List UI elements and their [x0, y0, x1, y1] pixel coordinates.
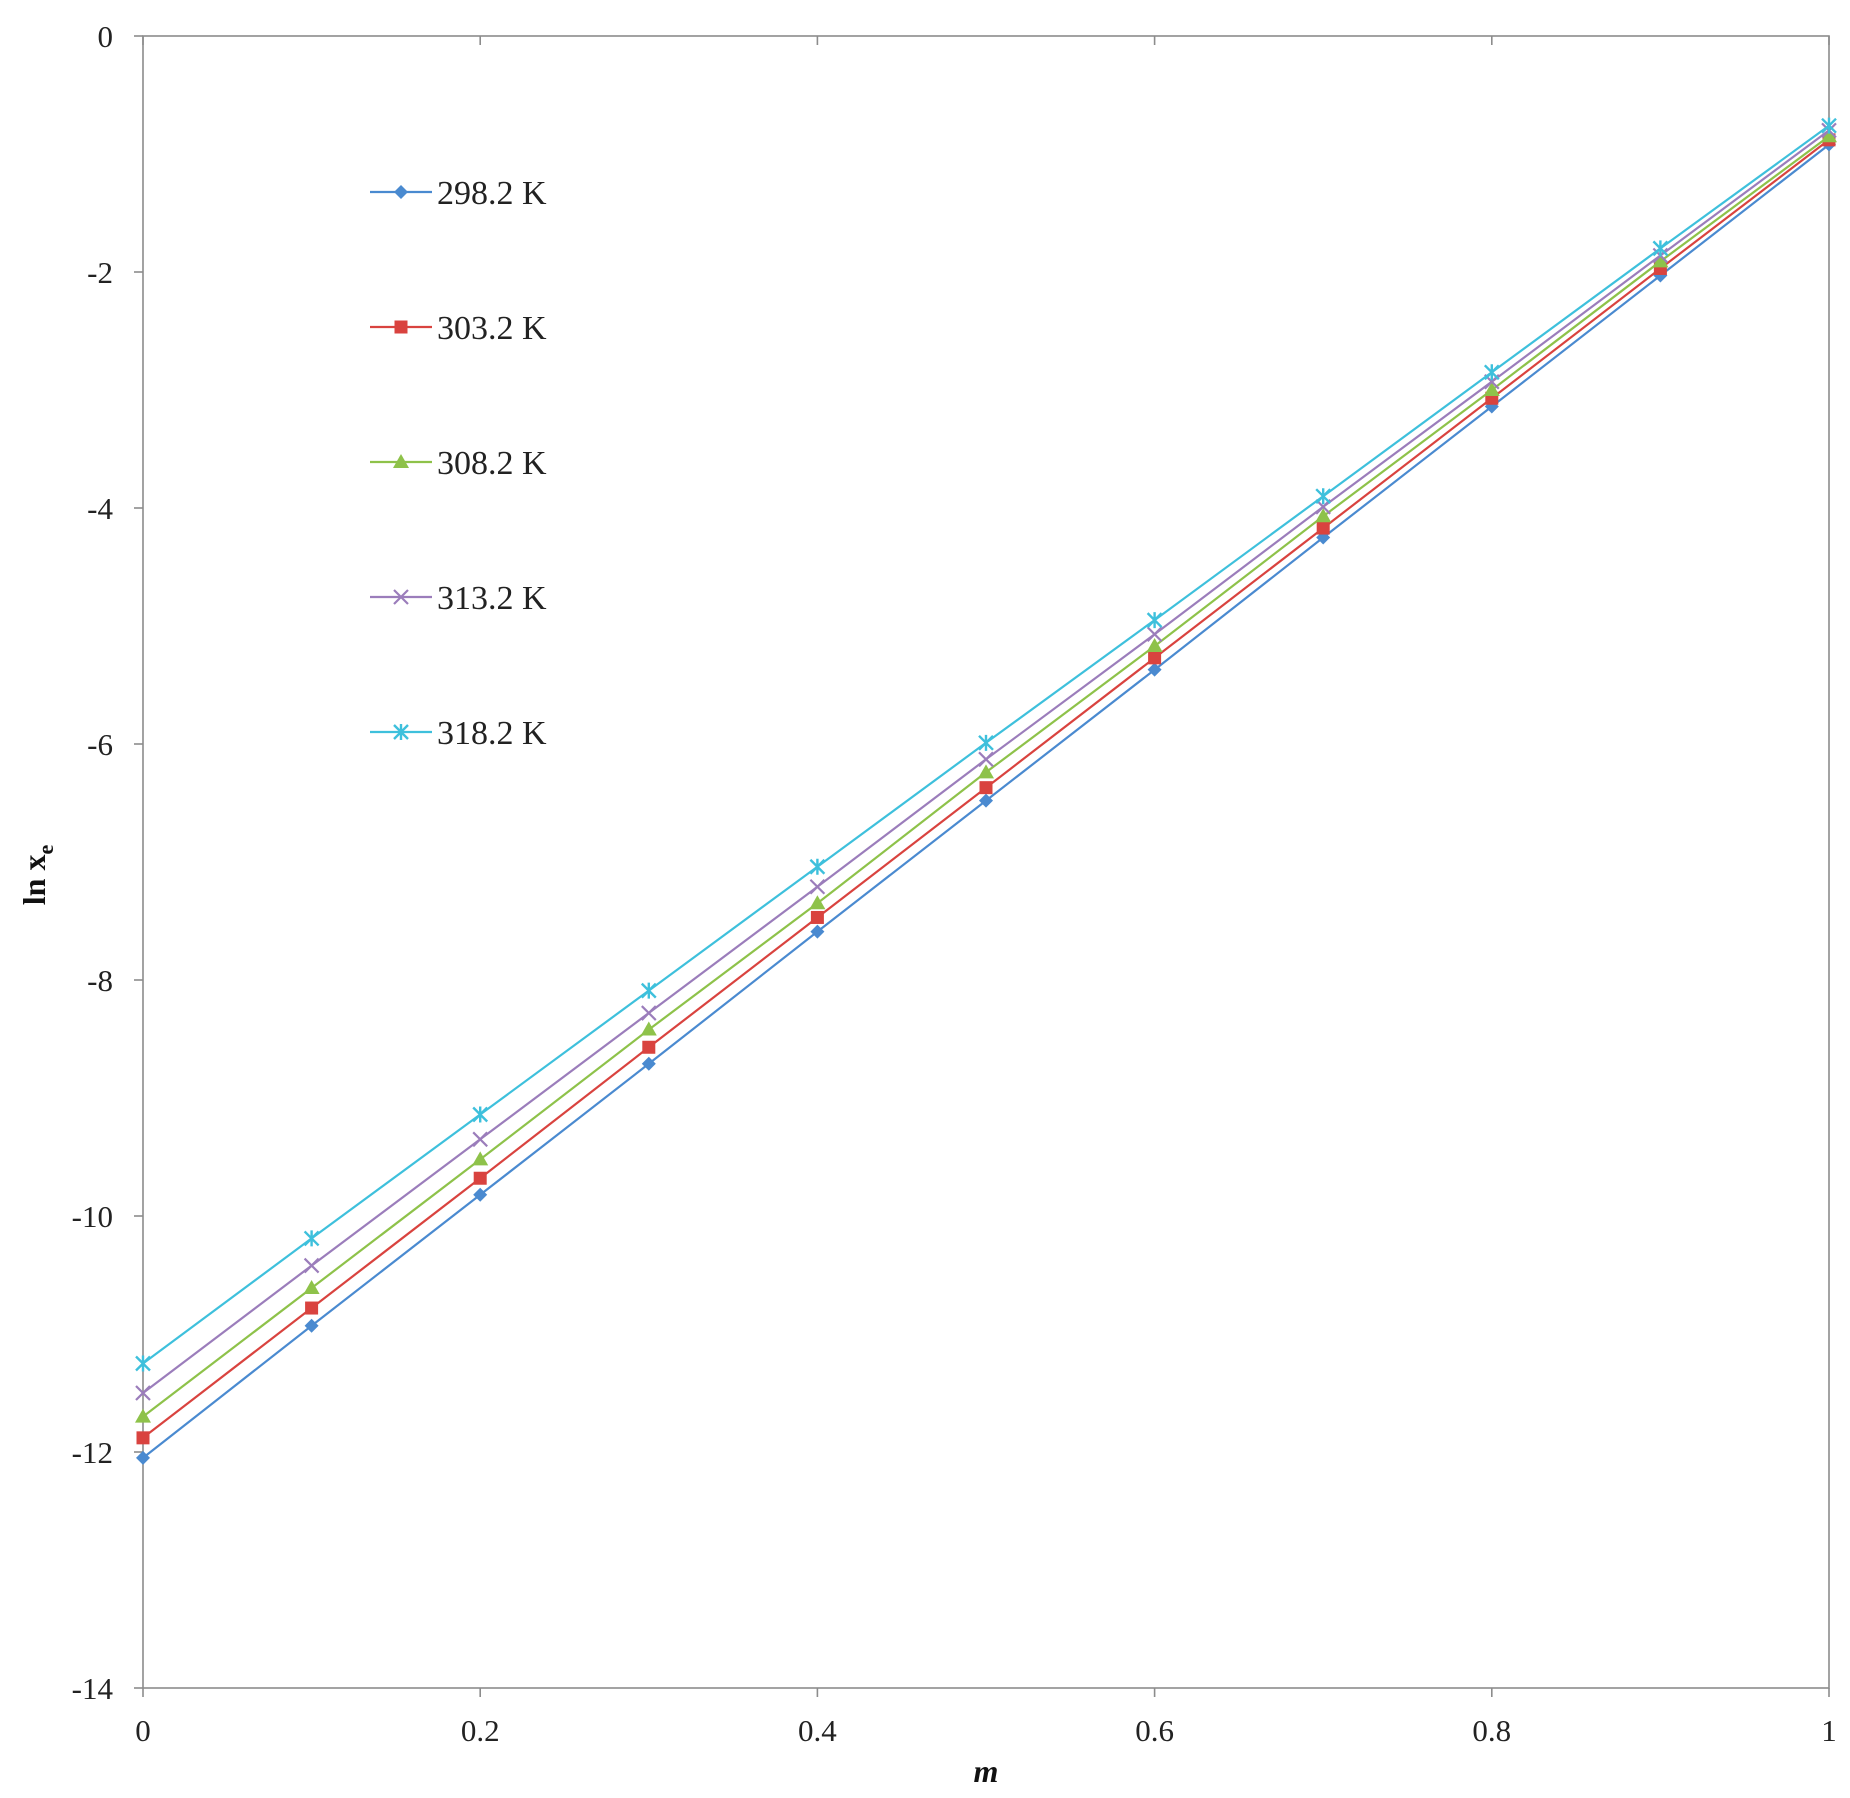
legend-marker — [394, 185, 408, 199]
legend-item: 308.2 K — [370, 445, 547, 482]
y-tick-label: 0 — [98, 19, 114, 54]
data-point — [473, 1171, 487, 1185]
data-point — [810, 910, 824, 924]
legend-item: 313.2 K — [370, 580, 547, 617]
data-point — [135, 1355, 151, 1372]
legend-label: 313.2 K — [437, 580, 547, 617]
data-point — [472, 1131, 488, 1148]
x-tick-label: 1 — [1821, 1713, 1837, 1748]
data-point — [136, 1431, 150, 1445]
legend-marker — [393, 724, 409, 740]
y-tick-label: -6 — [87, 727, 113, 762]
data-point — [1146, 612, 1163, 629]
data-point — [1315, 488, 1332, 505]
data-point — [303, 1257, 320, 1274]
legend-label: 298.2 K — [437, 175, 547, 212]
y-tick-label: -10 — [72, 1199, 113, 1234]
x-tick-label: 0.4 — [798, 1713, 837, 1748]
data-point — [135, 1385, 151, 1401]
data-point — [641, 1005, 657, 1021]
data-point — [303, 1230, 320, 1247]
legend-label: 318.2 K — [437, 715, 547, 752]
data-point — [304, 1318, 319, 1333]
legend-item: 318.2 K — [370, 715, 547, 752]
data-point — [473, 1187, 488, 1202]
legend-marker — [394, 320, 408, 334]
legend-item: 303.2 K — [370, 310, 547, 347]
data-point — [1821, 117, 1837, 134]
data-point — [809, 879, 826, 895]
data-point — [1316, 521, 1330, 535]
y-tick-label: -12 — [72, 1435, 113, 1470]
y-tick-label: -2 — [87, 255, 113, 290]
legend-marker — [393, 454, 409, 468]
x-axis-title: m — [974, 1753, 999, 1789]
y-axis-title: ln xe — [16, 845, 58, 906]
data-point — [305, 1301, 319, 1315]
y-tick-label: -14 — [72, 1671, 114, 1706]
data-point — [1146, 626, 1163, 643]
series-layer — [135, 117, 1837, 1465]
data-point — [1483, 382, 1500, 396]
data-point — [810, 924, 825, 939]
data-point — [136, 1450, 150, 1465]
data-point — [1652, 253, 1669, 268]
y-axis-title-subscript: e — [33, 845, 58, 855]
data-point — [642, 1040, 656, 1054]
series-5 — [135, 117, 1837, 1372]
data-point — [978, 734, 994, 751]
x-tick-label: 0 — [135, 1713, 151, 1748]
legend-label: 303.2 K — [437, 310, 547, 347]
data-point — [1821, 128, 1837, 143]
y-axis-title-main: ln x — [16, 855, 52, 906]
legend-item: 298.2 K — [370, 175, 547, 212]
data-point — [809, 858, 826, 875]
x-tick-label: 0.2 — [461, 1713, 500, 1748]
data-point — [640, 982, 657, 999]
data-point — [1148, 651, 1162, 665]
data-point — [978, 764, 994, 779]
data-point — [1315, 508, 1332, 523]
data-point — [303, 1279, 320, 1294]
data-point — [472, 1151, 489, 1166]
legend-marker — [393, 589, 409, 605]
data-point — [979, 793, 993, 808]
data-point — [1483, 364, 1500, 381]
data-point — [641, 1056, 656, 1071]
plot-frame — [142, 35, 1830, 1689]
legend-label: 308.2 K — [437, 445, 547, 482]
data-point — [978, 751, 994, 768]
data-point — [809, 895, 826, 910]
data-point — [472, 1106, 489, 1123]
data-point — [1147, 662, 1162, 677]
y-tick-label: -8 — [87, 963, 113, 998]
data-point — [979, 781, 993, 795]
data-point — [640, 1021, 657, 1036]
data-point — [1146, 638, 1163, 653]
axes: 0 -2 -4 -6 -8 -10 -12 -14 0 0.2 0.4 0.6 0.8 1 — [72, 19, 1837, 1748]
data-point — [135, 1408, 151, 1423]
x-tick-label: 0.6 — [1135, 1713, 1174, 1748]
data-point — [1652, 240, 1669, 257]
series-3 — [135, 128, 1837, 1423]
x-tick-label: 0.8 — [1472, 1713, 1511, 1748]
legend: 298.2 K 303.2 K 308.2 K 313.2 K 318.2 K — [370, 175, 547, 752]
y-tick-label: -4 — [87, 491, 113, 526]
